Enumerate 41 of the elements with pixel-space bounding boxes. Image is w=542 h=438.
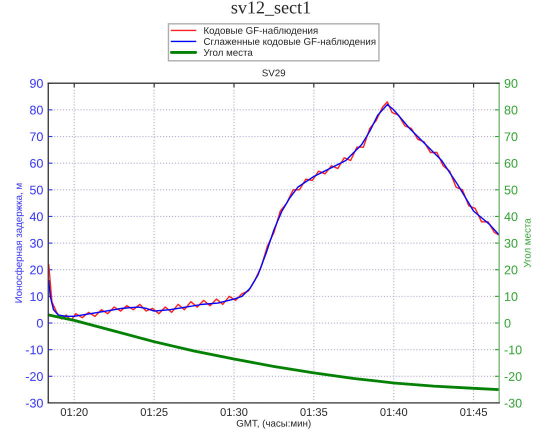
- y2-tick-label: 80: [504, 106, 518, 115]
- chart-subtitle: SV29: [262, 69, 286, 76]
- y2-tick-label: 60: [504, 158, 518, 168]
- y-axis-title: Ионосферная задержка, м: [14, 184, 24, 302]
- y-tick-label: 20: [30, 266, 43, 274]
- y-tick-label: 30: [30, 238, 43, 248]
- y2-tick-label: 90: [504, 79, 518, 88]
- y2-axis-title: Угол места: [524, 218, 531, 268]
- x-tick-label: 01:35: [300, 408, 328, 416]
- y2-tick-label: 50: [504, 186, 518, 194]
- y2-tick-label: 30: [504, 238, 518, 248]
- y2-tick-label: 10: [504, 292, 518, 302]
- y-tick-label: -20: [26, 372, 43, 381]
- legend-label: Кодовые GF-наблюдения: [204, 26, 318, 36]
- y-tick-label: 10: [30, 292, 43, 302]
- y2-tick-label: -30: [504, 398, 522, 408]
- y2-tick-label: 20: [504, 266, 518, 274]
- y-tick-label: 70: [30, 132, 43, 142]
- x-tick-label: 01:20: [60, 408, 88, 416]
- y-tick-label: 80: [30, 106, 43, 115]
- y-tick-label: -10: [26, 345, 43, 354]
- y-tick-label: 60: [30, 158, 43, 168]
- x-tick-label: 01:25: [140, 408, 168, 416]
- y-tick-label: 90: [30, 79, 43, 88]
- y-tick-label: 40: [30, 212, 43, 222]
- y-tick-label: -30: [26, 398, 43, 408]
- x-axis-title: GMT, (часы:мин): [236, 420, 311, 429]
- y2-tick-label: -20: [504, 372, 522, 381]
- chart-title: sv12_sect1: [232, 1, 310, 16]
- line-series: [48, 314, 500, 392]
- y2-tick-label: 40: [504, 212, 518, 222]
- x-tick-label: 01:45: [460, 408, 488, 416]
- y2-tick-label: 70: [504, 132, 518, 142]
- legend-label: Сглаженные кодовые GF-наблюдения: [204, 38, 376, 47]
- y-tick-label: 50: [30, 186, 43, 194]
- y-tick-label: 0: [36, 318, 43, 328]
- y2-tick-label: 0: [504, 318, 511, 328]
- y2-tick-label: -10: [504, 345, 522, 354]
- x-tick-label: 01:30: [220, 408, 248, 416]
- legend-label: Угол места: [204, 49, 253, 56]
- x-tick-label: 01:40: [380, 408, 408, 416]
